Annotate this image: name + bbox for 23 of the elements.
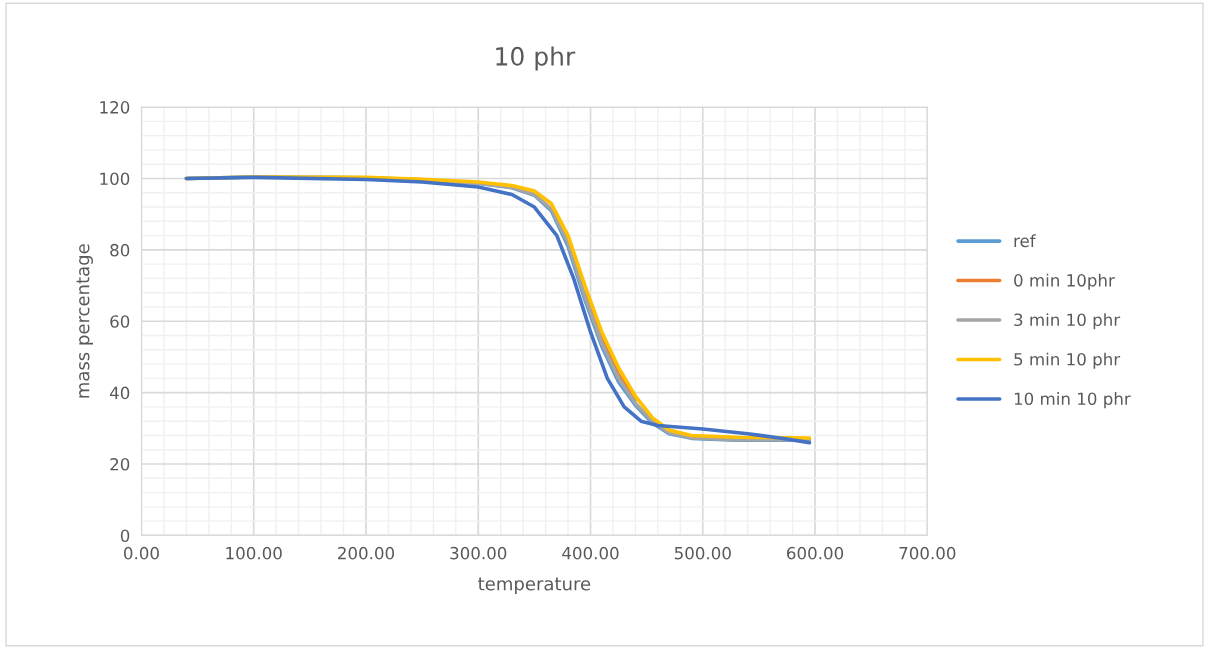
y-tick-label: 100 — [100, 172, 130, 186]
x-tick-label: 400.00 — [562, 546, 619, 560]
x-tick-label: 600.00 — [787, 546, 844, 560]
y-tick-label: 60 — [110, 315, 130, 328]
x-tick-label: 500.00 — [674, 546, 731, 560]
legend-label: 0 min 10phr — [1014, 273, 1115, 290]
y-tick-label: 20 — [110, 458, 130, 471]
x-tick-label: 200.00 — [338, 546, 395, 560]
y-axis-title: mass percentage — [76, 244, 93, 398]
y-tick-label: 80 — [110, 243, 130, 257]
legend-label: ref — [1014, 234, 1036, 248]
x-axis-title: temperature — [478, 577, 591, 595]
x-tick-label: 100.00 — [226, 546, 282, 560]
legend-label: 3 min 10 phr — [1014, 313, 1121, 330]
legend-label: 10 min 10 phr — [1014, 392, 1131, 409]
y-tick-label: 40 — [109, 386, 130, 400]
y-tick-label: 120 — [100, 101, 130, 114]
x-tick-label: 300.00 — [450, 546, 507, 560]
legend-label: 5 min 10 phr — [1014, 352, 1121, 369]
x-tick-label: 700.00 — [899, 546, 956, 560]
x-tick-label: 0.00 — [124, 546, 159, 560]
y-tick-label: 0 — [120, 529, 130, 542]
chart-title: 10 phr — [496, 46, 576, 71]
